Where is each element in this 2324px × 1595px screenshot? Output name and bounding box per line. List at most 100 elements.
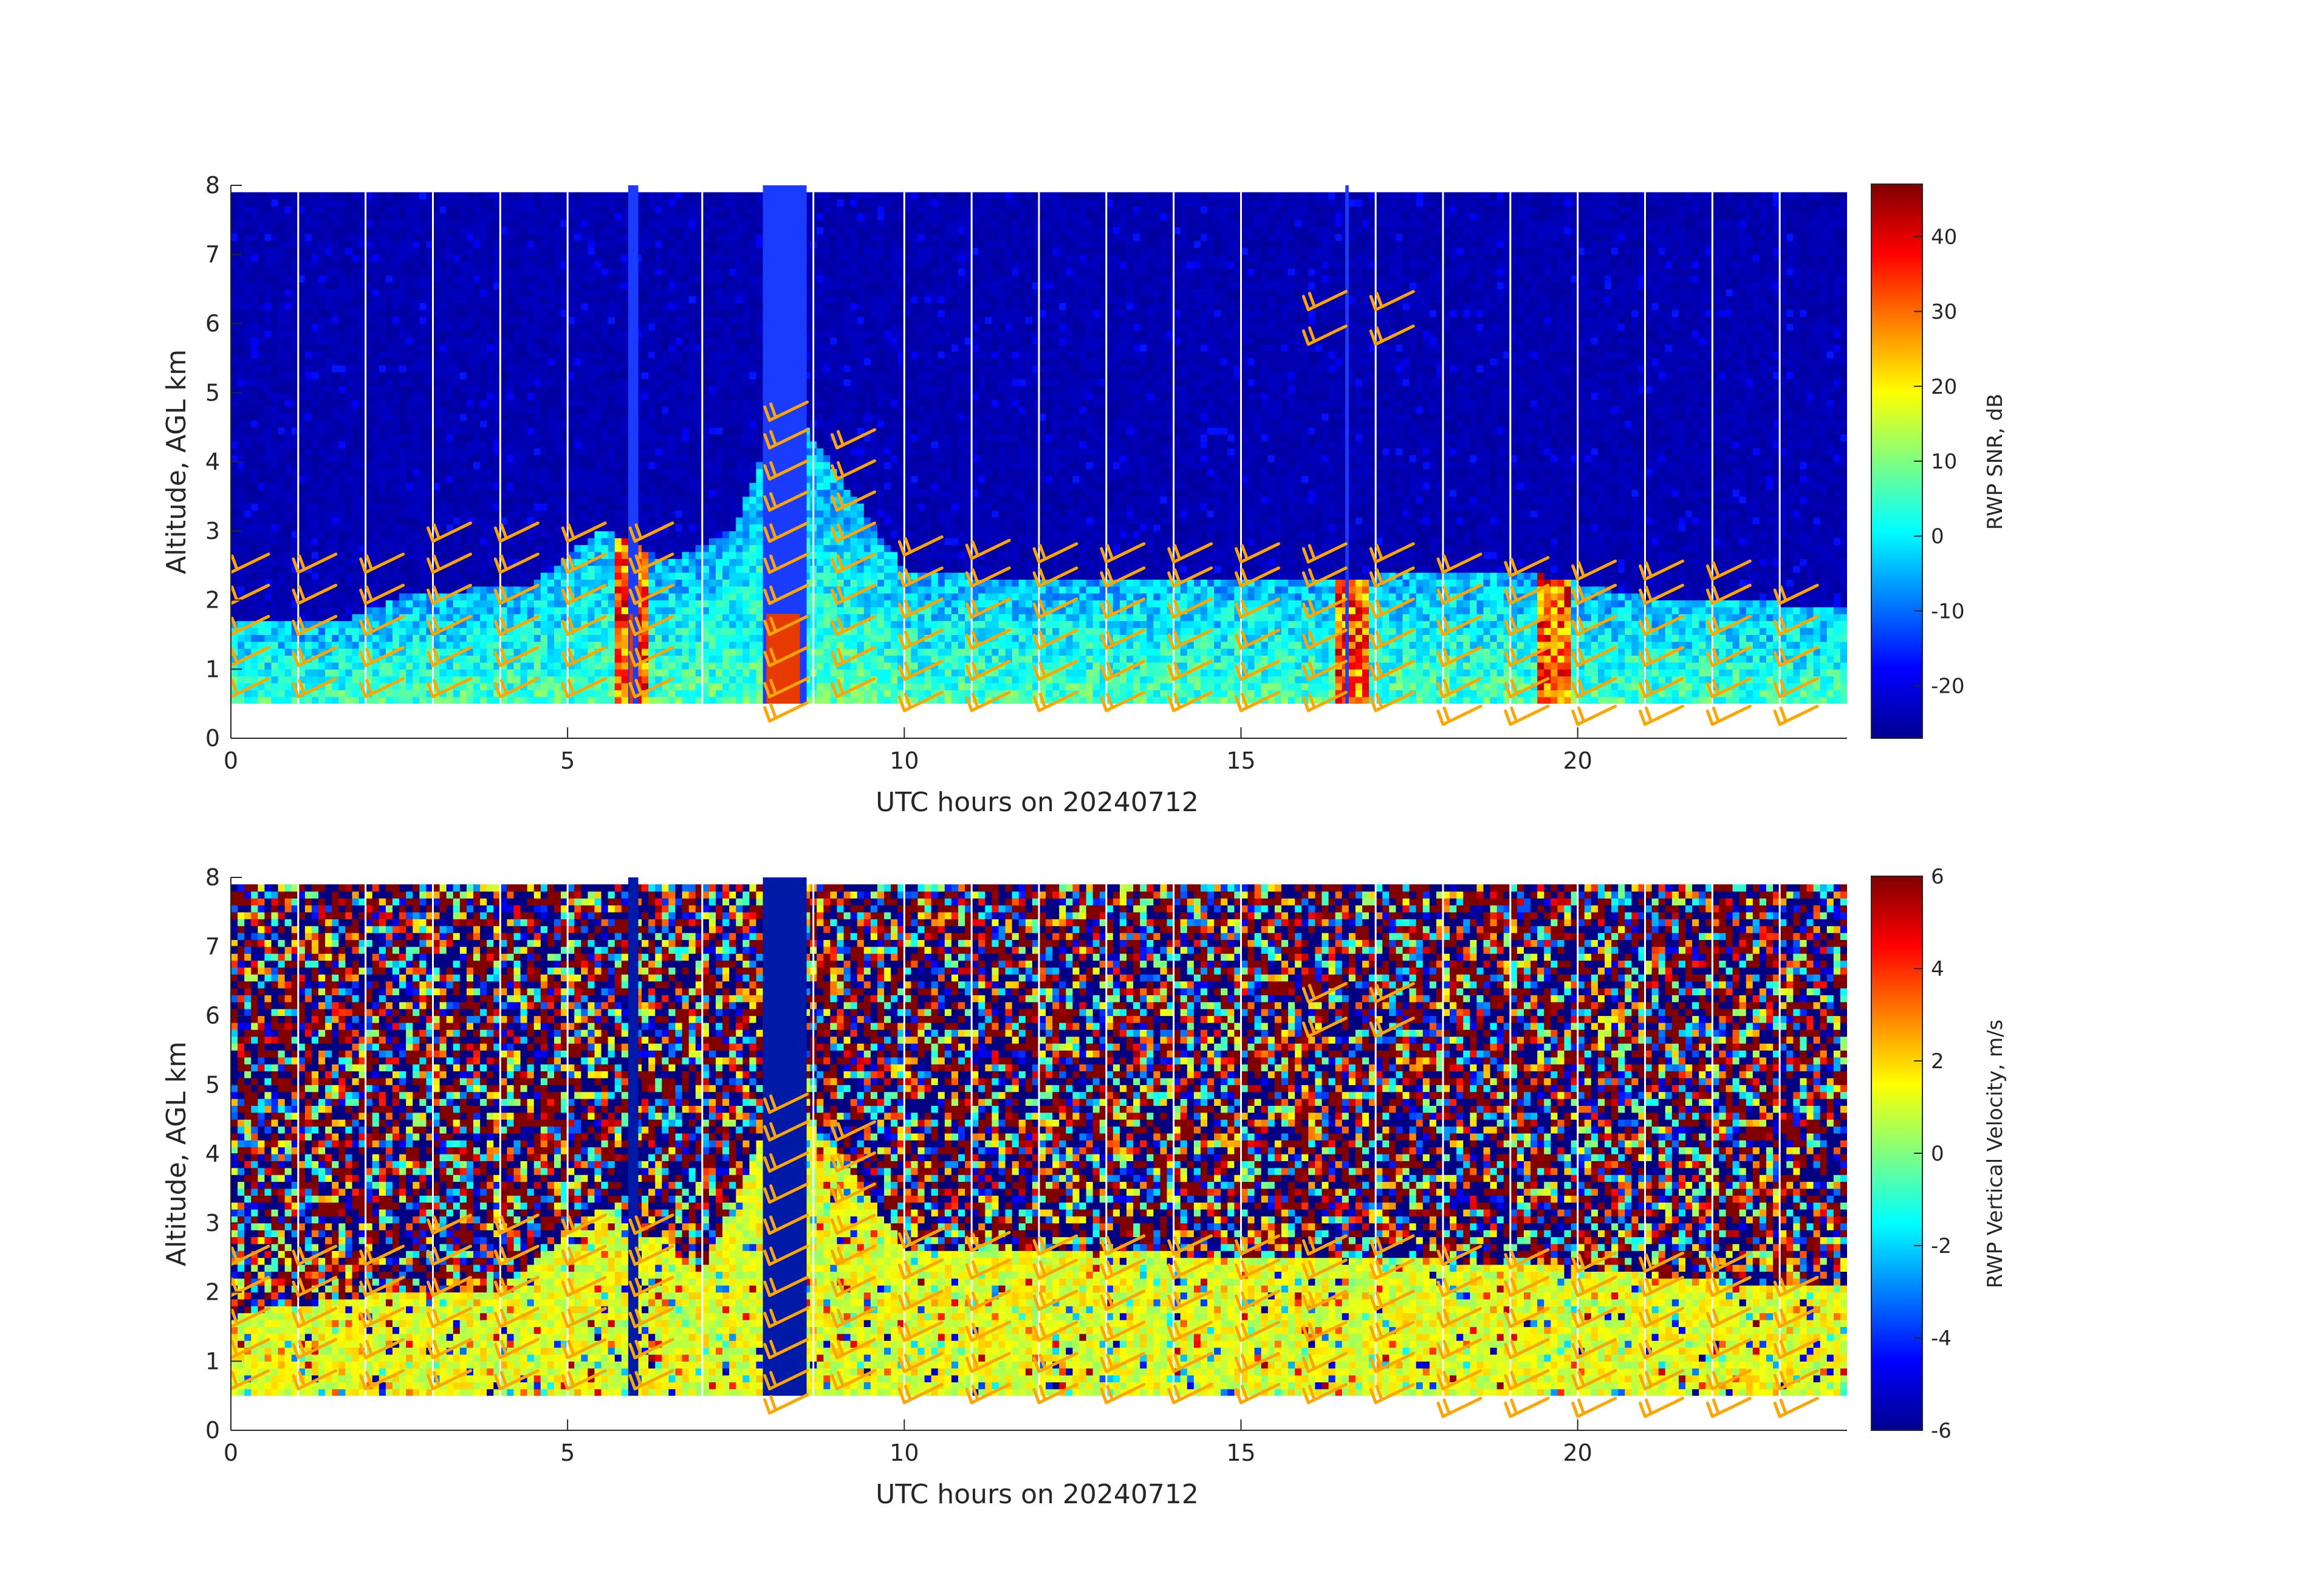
heatmap-cell (453, 406, 461, 414)
heatmap-cell (312, 524, 319, 532)
heatmap-cell (426, 379, 434, 386)
heatmap-cell (567, 337, 575, 345)
heatmap-cell (480, 261, 487, 269)
heatmap-cell (251, 503, 258, 511)
heatmap-cell (473, 344, 481, 352)
heatmap-cell (547, 489, 555, 497)
heatmap-cell (284, 275, 292, 283)
heatmap-cell (298, 275, 306, 283)
heatmap-cell (352, 655, 360, 663)
heatmap-cell (406, 448, 413, 456)
heatmap-cell (574, 385, 581, 393)
heatmap-cell (588, 544, 595, 552)
heatmap-cell (406, 303, 413, 310)
heatmap-cell (648, 337, 656, 345)
heatmap-cell (513, 379, 521, 386)
heatmap-cell (291, 309, 299, 317)
heatmap-cell (399, 268, 406, 276)
heatmap-cell (433, 385, 440, 393)
heatmap-cell (298, 696, 306, 704)
heatmap-cell (480, 579, 487, 587)
heatmap-cell (271, 317, 279, 324)
heatmap-cell (399, 399, 406, 407)
heatmap-cell (459, 606, 467, 614)
heatmap-cell (385, 579, 393, 587)
heatmap-cell (547, 413, 555, 421)
heatmap-cell (493, 379, 501, 386)
heatmap-cell (291, 323, 299, 331)
heatmap-cell (399, 206, 406, 214)
heatmap-cell (352, 696, 360, 704)
heatmap-cell (648, 296, 656, 303)
heatmap-cell (258, 317, 266, 324)
heatmap-cell (231, 206, 238, 214)
heatmap-cell (561, 524, 568, 532)
heatmap-cell (635, 544, 642, 552)
heatmap-cell (533, 192, 541, 200)
heatmap-cell (547, 323, 555, 331)
heatmap-cell (581, 289, 589, 297)
heatmap-cell (332, 268, 339, 276)
heatmap-cell (312, 489, 319, 497)
heatmap-cell (413, 344, 420, 352)
heatmap-cell (520, 669, 528, 677)
heatmap-cell (446, 192, 454, 200)
heatmap-cell (332, 434, 339, 442)
heatmap-cell (601, 586, 609, 594)
heatmap-cell (662, 662, 670, 670)
heatmap-cell (365, 517, 373, 524)
heatmap-cell (581, 261, 589, 269)
heatmap-cell (675, 662, 683, 670)
heatmap-cell (621, 247, 629, 255)
heatmap-cell (533, 379, 541, 386)
heatmap-cell (614, 427, 622, 435)
heatmap-cell (540, 413, 548, 421)
heatmap-cell (480, 323, 487, 331)
heatmap-cell (453, 496, 461, 504)
heatmap-cell (547, 441, 555, 448)
heatmap-cell (244, 282, 252, 290)
heatmap-cell (487, 434, 494, 442)
heatmap-cell (561, 468, 568, 476)
heatmap-cell (284, 241, 292, 248)
heatmap-cell (540, 524, 548, 532)
heatmap-cell (271, 303, 279, 310)
heatmap-cell (264, 406, 272, 414)
heatmap-cell (298, 538, 306, 546)
heatmap-cell (392, 628, 400, 635)
heatmap-cell (413, 406, 420, 414)
heatmap-cell (480, 344, 487, 352)
heatmap-cell (527, 434, 535, 442)
heatmap-cell (594, 558, 602, 566)
heatmap-cell (547, 538, 555, 546)
heatmap-cell (345, 434, 353, 442)
heatmap-cell (304, 372, 312, 380)
heatmap-cell (406, 683, 413, 690)
heatmap-cell (304, 254, 312, 262)
heatmap-cell (668, 227, 676, 235)
heatmap-cell (608, 454, 615, 462)
heatmap-cell (399, 227, 406, 235)
heatmap-cell (385, 268, 393, 276)
heatmap-cell (648, 634, 656, 642)
heatmap-cell (621, 275, 629, 283)
heatmap-cell (352, 600, 360, 608)
heatmap-cell (433, 303, 440, 310)
heatmap-cell (500, 454, 508, 462)
heatmap-cell (554, 641, 561, 649)
heatmap-cell (284, 441, 292, 448)
heatmap-cell (682, 489, 690, 497)
heatmap-cell (392, 683, 400, 690)
heatmap-cell (238, 247, 245, 255)
heatmap-cell (231, 434, 238, 442)
heatmap-cell (547, 690, 555, 698)
heatmap-cell (291, 317, 299, 324)
heatmap-cell (426, 565, 434, 573)
heatmap-cell (648, 696, 656, 704)
heatmap-cell (439, 510, 447, 518)
heatmap-cell (413, 454, 420, 462)
heatmap-cell (271, 641, 279, 649)
heatmap-cell (554, 296, 561, 303)
heatmap-cell (419, 233, 427, 241)
heatmap-cell (312, 572, 319, 580)
